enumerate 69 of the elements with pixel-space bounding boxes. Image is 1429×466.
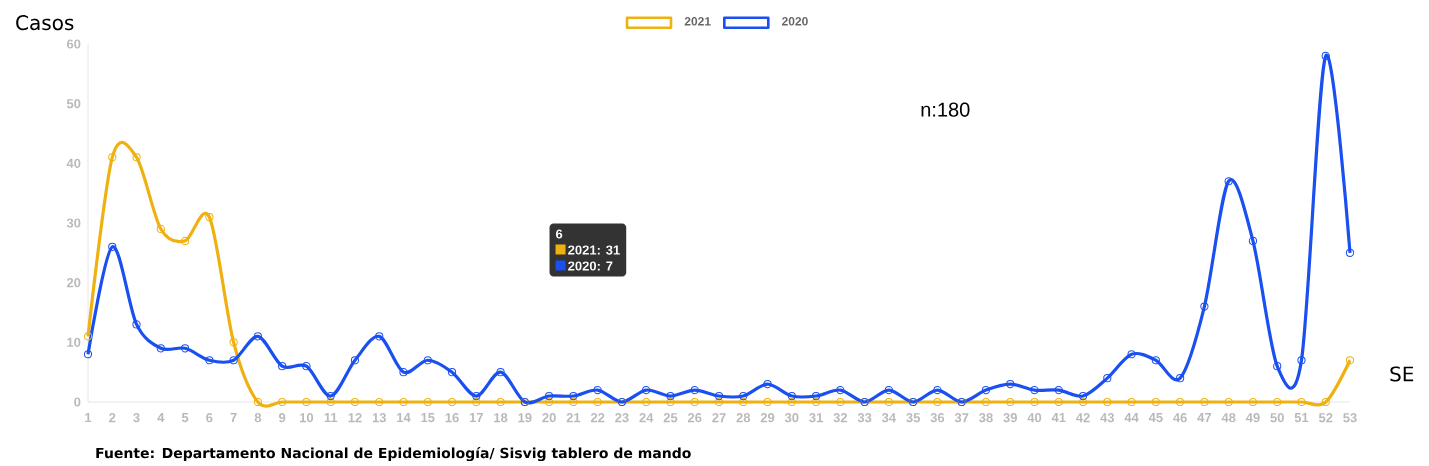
x-tick-label: 5 [181, 413, 189, 423]
x-tick-label: 24 [639, 413, 654, 423]
x-tick-label: 50 [1270, 413, 1284, 423]
x-tick-label: 46 [1173, 413, 1187, 423]
x-tick-label: 43 [1100, 413, 1115, 423]
x-tick-label: 23 [615, 413, 629, 423]
x-tick-label: 11 [324, 413, 338, 423]
x-tick-label: 26 [687, 413, 702, 423]
x-tick-label: 2 [109, 413, 116, 423]
x-tick-label: 14 [397, 413, 411, 423]
x-tick-label: 41 [1051, 413, 1066, 423]
y-tick-label: 10 [67, 337, 81, 347]
x-tick-label: 27 [712, 413, 726, 423]
y-tick-label: 60 [66, 39, 81, 49]
x-tick-label: 13 [372, 413, 386, 423]
legend-label: 2021 [684, 17, 711, 26]
x-tick-label: 12 [348, 413, 362, 423]
x-tick-label: 47 [1197, 413, 1212, 423]
y-tick-label: 30 [66, 218, 81, 228]
x-tick-label: 42 [1076, 413, 1090, 423]
x-tick-label: 7 [230, 413, 237, 423]
x-tick-label: 15 [421, 413, 435, 423]
x-tick-label: 8 [254, 413, 262, 423]
source-note: Fuente: Departamento Nacional de Epidemiología/ Sisvig tablero de mando [96, 446, 691, 462]
x-tick-label: 18 [494, 413, 508, 423]
x-tick-label: 31 [809, 413, 823, 423]
y-tick-label: 50 [66, 99, 81, 109]
y-tick-label: 40 [66, 158, 81, 168]
legend-label: 2020 [782, 17, 808, 26]
x-tick-label: 39 [1003, 413, 1017, 423]
x-tick-label: 34 [881, 413, 897, 423]
x-tick-label: 16 [445, 413, 459, 423]
y-tick-label: 0 [74, 397, 81, 407]
x-tick-label: 4 [157, 413, 165, 423]
x-tick-label: 17 [469, 413, 483, 423]
x-tick-label: 52 [1318, 413, 1333, 423]
x-tick-label: 19 [518, 413, 532, 423]
x-tick-label: 20 [542, 413, 556, 423]
x-tick-label: 33 [857, 413, 872, 423]
x-tick-label: 45 [1148, 413, 1163, 423]
x-tick-label: 25 [663, 413, 678, 423]
annotation: 6 [555, 229, 563, 239]
x-tick-label: 53 [1343, 413, 1357, 423]
x-tick-label: 32 [833, 413, 848, 423]
x-tick-label: 6 [206, 413, 213, 423]
x-tick-label: 3 [133, 413, 140, 423]
x-tick-label: 38 [979, 413, 993, 423]
y-axis-title: Casos [16, 15, 74, 31]
x-tick-label: 22 [590, 413, 605, 423]
x-tick-label: 37 [954, 413, 969, 423]
annotation: 2021: 31 [568, 245, 620, 255]
x-tick-label: 48 [1221, 413, 1236, 423]
x-axis-title: SE [1390, 366, 1414, 382]
x-tick-label: 44 [1124, 413, 1139, 423]
annotation: n:180 [921, 102, 970, 117]
x-tick-label: 10 [300, 413, 314, 423]
x-tick-label: 49 [1245, 413, 1260, 423]
x-tick-label: 29 [760, 413, 775, 423]
x-tick-label: 9 [278, 413, 286, 423]
y-tick-label: 20 [66, 278, 81, 288]
x-tick-label: 35 [906, 413, 921, 423]
x-tick-label: 30 [784, 413, 799, 423]
x-tick-label: 36 [930, 413, 945, 423]
x-tick-label: 28 [736, 413, 751, 423]
x-tick-label: 1 [85, 413, 92, 423]
x-tick-label: 51 [1294, 413, 1309, 423]
x-tick-label: 40 [1027, 413, 1042, 423]
annotation: 2020: 7 [568, 261, 613, 271]
x-tick-label: 21 [566, 413, 581, 423]
